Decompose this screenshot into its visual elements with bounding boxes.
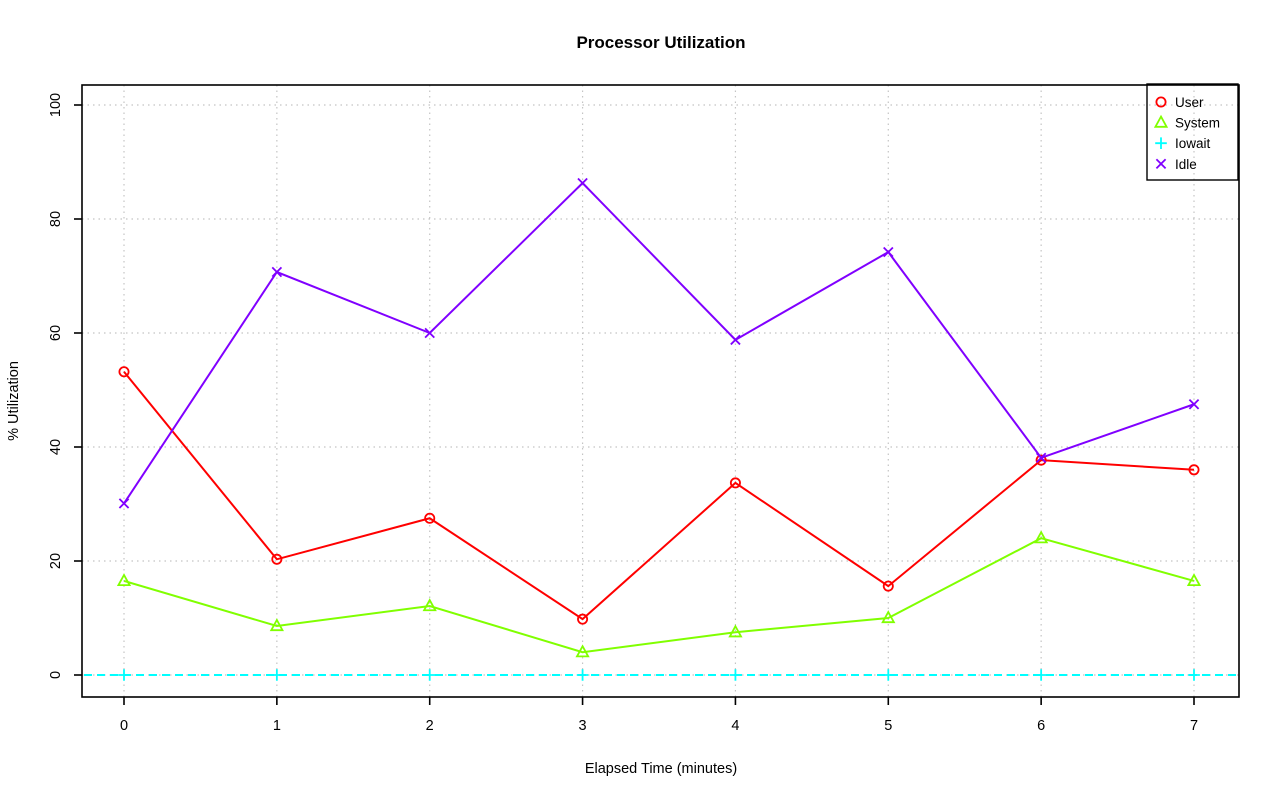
marker-plus [1155,137,1167,149]
series-line-system [123,537,1195,654]
y-tick-label: 0 [48,671,64,679]
marker-plus [118,669,130,681]
marker-triangle [1153,114,1169,128]
plot-border [81,84,1240,698]
marker-circle [882,580,894,592]
marker-triangle [1186,573,1202,587]
marker-x [424,327,435,339]
marker-circle [118,366,130,378]
marker-x [271,266,283,278]
chart-title: Processor Utilization [576,33,745,52]
y-axis-label: % Utilization [6,361,22,441]
legend-label-idle: Idle [1175,157,1197,172]
marker-circle [1188,464,1200,476]
legend-label-user: User [1175,95,1204,110]
marker-triangle [269,618,284,632]
marker-plus [1035,669,1047,681]
x-tick-label: 4 [731,718,739,734]
series-line-idle [123,181,1195,504]
marker-x [118,498,130,509]
marker-circle [424,512,436,524]
marker-triangle [728,624,743,638]
marker-plus [1188,669,1200,681]
x-tick-label: 1 [273,718,281,734]
x-tick-label: 3 [579,718,587,734]
marker-x [1035,452,1047,464]
marker-circle [1035,454,1047,466]
marker-x [730,334,741,346]
legend-label-iowait: Iowait [1175,136,1211,151]
x-tick-label: 2 [426,718,434,734]
marker-circle [729,477,741,489]
x-tick-label: 6 [1037,718,1045,734]
legend [1146,83,1239,181]
marker-plus [882,669,895,681]
x-tick-label: 0 [120,718,128,734]
series-line-user [123,371,1195,621]
marker-triangle [116,573,132,587]
x-tick-label: 7 [1190,718,1198,734]
marker-plus [729,669,742,681]
marker-x [577,177,588,189]
y-tick-label: 100 [48,93,64,117]
legend-label-system: System [1175,116,1220,131]
marker-triangle [881,610,896,624]
x-axis-label: Elapsed Time (minutes) [585,761,737,777]
y-tick-label: 40 [48,439,64,455]
marker-plus [423,669,436,681]
marker-circle [577,613,589,625]
chart-plot-area: 0 1 2 3 4 5 6 7 0 20 40 60 80 100 User System Iowait Idle [48,83,1240,734]
marker-plus [576,669,589,681]
marker-x [883,246,894,258]
marker-triangle [422,598,437,612]
y-tick-label: 20 [48,553,64,569]
x-tick-label: 5 [884,718,892,734]
marker-plus [271,669,283,681]
marker-triangle [1034,530,1049,544]
marker-x [1188,399,1200,410]
marker-triangle [575,644,590,658]
y-tick-label: 60 [48,325,64,341]
marker-x [1155,158,1167,170]
y-tick-label: 80 [48,211,64,227]
marker-circle [271,553,283,565]
marker-circle [1155,96,1167,108]
